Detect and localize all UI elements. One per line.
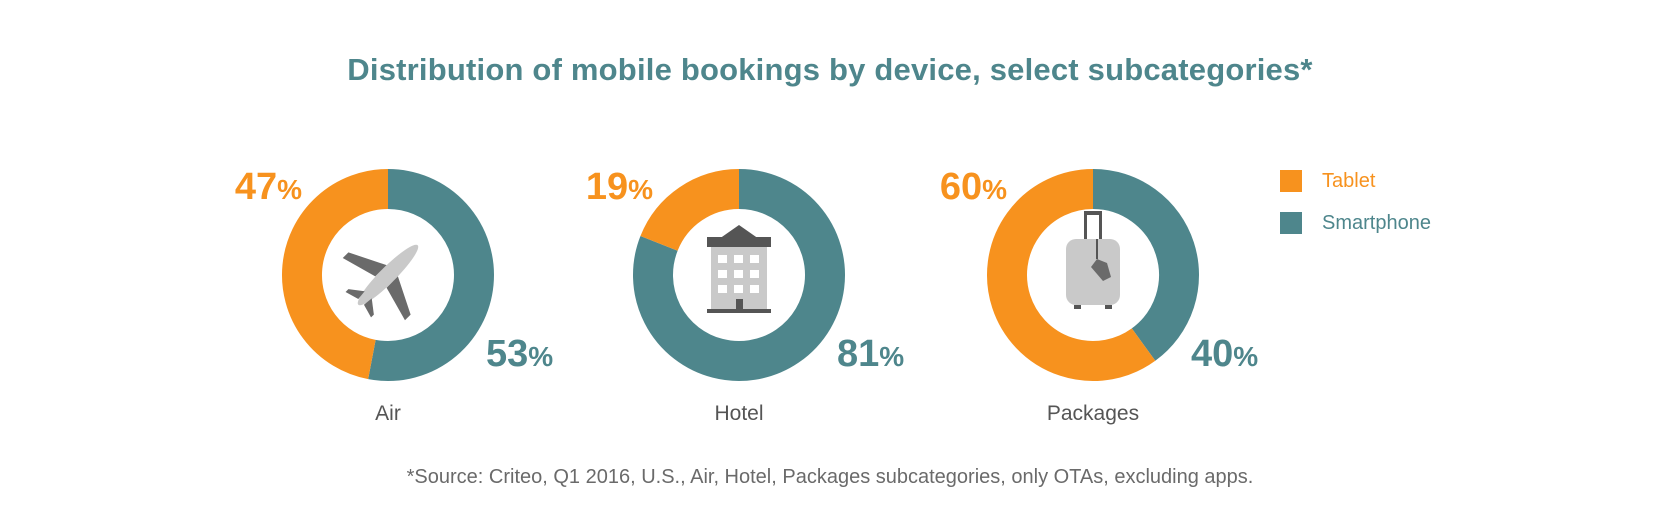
- donut-slice-tablet-air: [282, 169, 389, 380]
- airplane-icon: [342, 244, 419, 321]
- legend-swatch-smartphone: [1280, 212, 1302, 234]
- luggage-icon: [1066, 211, 1120, 309]
- donut-slice-smartphone-packages: [1092, 169, 1199, 361]
- legend-item-tablet: Tablet: [1280, 170, 1431, 192]
- tablet-pct-label-air: 47%: [235, 166, 302, 208]
- smartphone-pct-label-air: 53%: [486, 333, 553, 375]
- tablet-pct-label-hotel: 19%: [586, 166, 653, 208]
- tablet-pct-label-packages: 60%: [940, 166, 1007, 208]
- category-label-air: Air: [375, 402, 401, 425]
- smartphone-pct-label-hotel: 81%: [837, 333, 904, 375]
- donut-slice-smartphone-air: [368, 169, 494, 381]
- chart-title: Distribution of mobile bookings by devic…: [347, 52, 1313, 87]
- legend-swatch-tablet: [1280, 170, 1302, 192]
- donut-slice-tablet-hotel: [640, 169, 740, 252]
- legend-label-tablet: Tablet: [1322, 169, 1376, 192]
- source-footnote: *Source: Criteo, Q1 2016, U.S., Air, Hot…: [406, 466, 1254, 488]
- hotel-building-icon: [707, 225, 771, 313]
- legend-item-smartphone: Smartphone: [1280, 212, 1431, 234]
- donut-slice-smartphone-hotel: [633, 169, 845, 381]
- legend-label-smartphone: Smartphone: [1322, 211, 1431, 234]
- category-label-hotel: Hotel: [714, 402, 763, 425]
- donut-slice-tablet-packages: [987, 169, 1156, 381]
- category-label-packages: Packages: [1047, 402, 1139, 425]
- legend: Tablet Smartphone: [1280, 170, 1431, 254]
- smartphone-pct-label-packages: 40%: [1191, 333, 1258, 375]
